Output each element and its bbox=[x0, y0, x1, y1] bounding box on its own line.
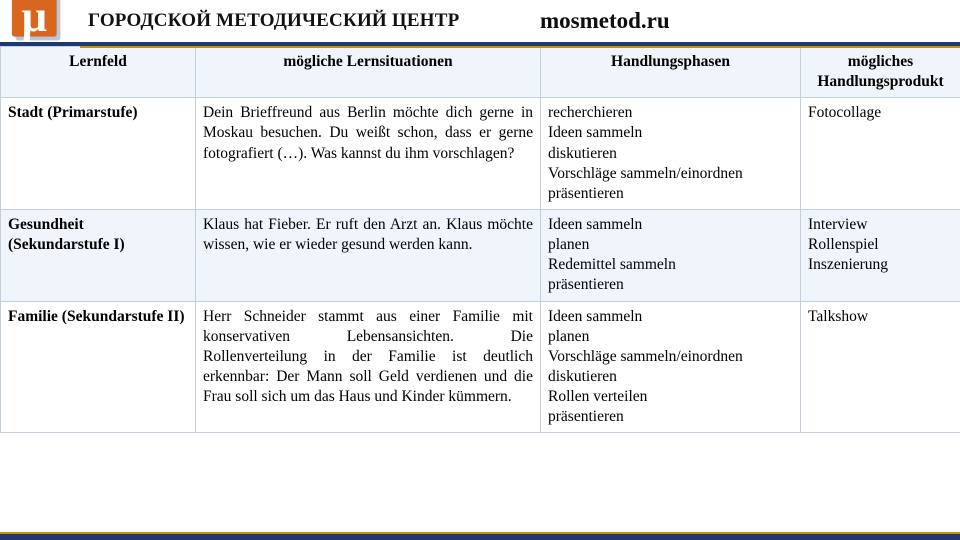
cell-phasen: Ideen sammelnplanenRedemittel sammelnprä… bbox=[541, 209, 801, 301]
cell-situation: Dein Brieffreund aus Berlin möchte dich … bbox=[196, 98, 541, 210]
cell-lernfeld: Gesundheit (Sekundarstufe I) bbox=[1, 209, 196, 301]
cell-produkt: Fotocollage bbox=[801, 98, 960, 210]
table-row: Gesundheit (Sekundarstufe I) Klaus hat F… bbox=[1, 209, 960, 301]
cell-produkt: InterviewRollenspielInszenierung bbox=[801, 209, 960, 301]
th-phasen: Handlungsphasen bbox=[541, 47, 801, 98]
header-gold-line bbox=[80, 46, 960, 48]
header-site: mosmetod.ru bbox=[510, 0, 960, 42]
cell-phasen: Ideen sammelnplanenVorschläge sammeln/ei… bbox=[541, 301, 801, 433]
cell-lernfeld: Stadt (Primarstufe) bbox=[1, 98, 196, 210]
cell-situation: Klaus hat Fieber. Er ruft den Arzt an. K… bbox=[196, 209, 541, 301]
cell-lernfeld: Familie (Sekundarstufe II) bbox=[1, 301, 196, 433]
th-situation: mögliche Lernsituationen bbox=[196, 47, 541, 98]
logo: μ bbox=[0, 0, 80, 42]
cell-phasen: recherchierenIdeen sammelndiskutierenVor… bbox=[541, 98, 801, 210]
header-title: ГОРОДСКОЙ МЕТОДИЧЕСКИЙ ЦЕНТР bbox=[80, 0, 510, 42]
cell-situation: Herr Schneider stammt aus einer Familie … bbox=[196, 301, 541, 433]
page-header: μ ГОРОДСКОЙ МЕТОДИЧЕСКИЙ ЦЕНТР mosmetod.… bbox=[0, 0, 960, 46]
th-lernfeld: Lernfeld bbox=[1, 47, 196, 98]
th-produkt: mögliches Handlungsprodukt bbox=[801, 47, 960, 98]
learning-table: Lernfeld mögliche Lernsituationen Handlu… bbox=[0, 46, 960, 433]
table-row: Stadt (Primarstufe) Dein Brieffreund aus… bbox=[1, 98, 960, 210]
svg-text:μ: μ bbox=[22, 0, 47, 41]
footer-bar bbox=[0, 532, 960, 540]
table-row: Familie (Sekundarstufe II) Herr Schneide… bbox=[1, 301, 960, 433]
cell-produkt: Talkshow bbox=[801, 301, 960, 433]
